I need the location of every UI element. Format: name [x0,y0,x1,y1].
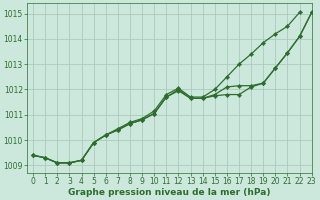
X-axis label: Graphe pression niveau de la mer (hPa): Graphe pression niveau de la mer (hPa) [68,188,271,197]
